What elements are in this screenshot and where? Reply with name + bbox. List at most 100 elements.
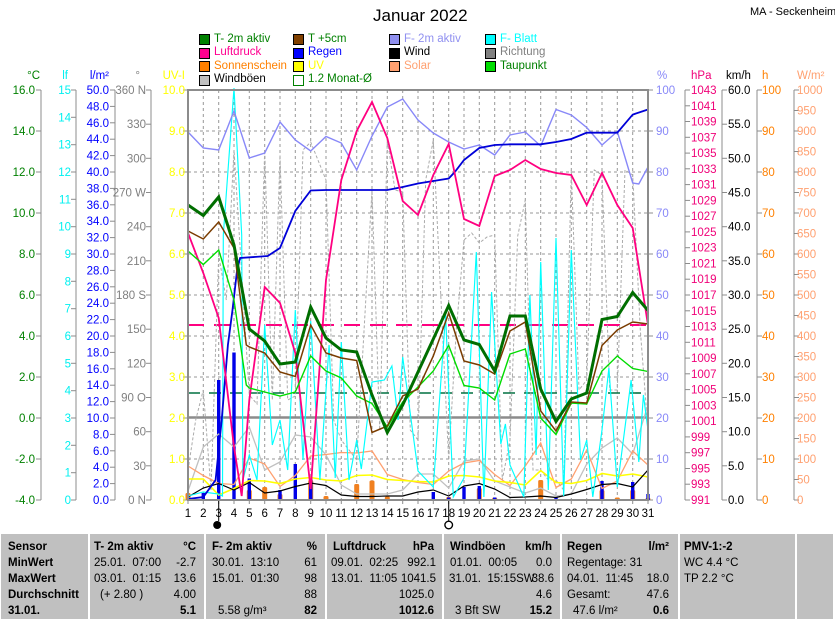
svg-text:60: 60 <box>656 249 669 261</box>
svg-text:10.0: 10.0 <box>13 208 35 220</box>
svg-text:10.0: 10.0 <box>87 413 109 425</box>
svg-text:30: 30 <box>133 461 146 473</box>
svg-text:32.0: 32.0 <box>87 233 109 245</box>
svg-text:30.0: 30.0 <box>728 290 750 302</box>
svg-text:22: 22 <box>504 508 517 520</box>
svg-text:750: 750 <box>797 188 816 200</box>
svg-text:3: 3 <box>65 413 71 425</box>
svg-text:700: 700 <box>797 208 816 220</box>
svg-text:6: 6 <box>261 508 267 520</box>
svg-text:1013: 1013 <box>691 322 717 334</box>
svg-text:1037: 1037 <box>691 132 717 144</box>
svg-text:330: 330 <box>127 119 146 131</box>
svg-text:300: 300 <box>127 153 146 165</box>
svg-text:180 S: 180 S <box>116 290 146 302</box>
svg-text:13: 13 <box>58 140 71 152</box>
svg-text:12: 12 <box>350 508 363 520</box>
svg-text:8: 8 <box>292 508 298 520</box>
svg-text:270 W: 270 W <box>113 188 146 200</box>
svg-text:13: 13 <box>366 508 379 520</box>
svg-text:12: 12 <box>58 167 71 179</box>
svg-text:34.0: 34.0 <box>87 216 109 228</box>
svg-text:8.0: 8.0 <box>19 249 35 261</box>
svg-text:°C: °C <box>27 70 40 82</box>
svg-text:450: 450 <box>797 311 816 323</box>
svg-text:999: 999 <box>691 432 710 444</box>
svg-text:29: 29 <box>611 508 624 520</box>
svg-text:lf: lf <box>62 70 69 82</box>
svg-text:l/m²: l/m² <box>90 70 109 82</box>
svg-text:22.0: 22.0 <box>87 315 109 327</box>
svg-text:1027: 1027 <box>691 211 717 223</box>
svg-text:0.0: 0.0 <box>93 495 109 507</box>
svg-text:16.0: 16.0 <box>13 85 35 97</box>
svg-text:19: 19 <box>458 508 471 520</box>
svg-text:60: 60 <box>133 427 146 439</box>
svg-text:1.0: 1.0 <box>169 454 185 466</box>
svg-text:8: 8 <box>65 276 71 288</box>
svg-text:6.0: 6.0 <box>93 446 109 458</box>
svg-text:991: 991 <box>691 495 710 507</box>
svg-text:12.0: 12.0 <box>13 167 35 179</box>
svg-text:10.0: 10.0 <box>163 85 185 97</box>
svg-text:1007: 1007 <box>691 369 717 381</box>
svg-text:1: 1 <box>185 508 191 520</box>
svg-text:30: 30 <box>762 372 775 384</box>
svg-text:60: 60 <box>762 249 775 261</box>
svg-text:1021: 1021 <box>691 259 717 271</box>
svg-text:50: 50 <box>762 290 775 302</box>
svg-text:10: 10 <box>58 222 71 234</box>
svg-text:14: 14 <box>381 508 394 520</box>
svg-text:150: 150 <box>797 434 816 446</box>
svg-text:3.0: 3.0 <box>169 372 185 384</box>
svg-text:10: 10 <box>762 454 775 466</box>
svg-text:14: 14 <box>58 112 71 124</box>
svg-text:0.0: 0.0 <box>169 495 185 507</box>
svg-text:26: 26 <box>565 508 578 520</box>
svg-text:0: 0 <box>762 495 768 507</box>
svg-text:31: 31 <box>642 508 655 520</box>
svg-text:850: 850 <box>797 147 816 159</box>
svg-text:0: 0 <box>65 495 71 507</box>
svg-text:27: 27 <box>580 508 593 520</box>
svg-text:350: 350 <box>797 352 816 364</box>
svg-text:1015: 1015 <box>691 306 717 318</box>
svg-text:28.0: 28.0 <box>87 265 109 277</box>
svg-text:70: 70 <box>762 208 775 220</box>
svg-text:30: 30 <box>656 372 669 384</box>
svg-text:40: 40 <box>762 331 775 343</box>
svg-text:993: 993 <box>691 479 710 491</box>
svg-text:80: 80 <box>656 167 669 179</box>
svg-text:12.0: 12.0 <box>87 397 109 409</box>
svg-text:1005: 1005 <box>691 385 717 397</box>
svg-text:360 N: 360 N <box>115 85 146 97</box>
svg-text:40.0: 40.0 <box>87 167 109 179</box>
svg-text:42.0: 42.0 <box>87 151 109 163</box>
svg-text:1019: 1019 <box>691 274 717 286</box>
svg-text:6.0: 6.0 <box>169 249 185 261</box>
svg-text:8.0: 8.0 <box>169 167 185 179</box>
svg-text:18.0: 18.0 <box>87 347 109 359</box>
svg-text:11: 11 <box>59 194 71 206</box>
svg-text:hPa: hPa <box>691 70 712 82</box>
svg-text:0.0: 0.0 <box>728 495 744 507</box>
svg-text:38.0: 38.0 <box>87 183 109 195</box>
svg-text:250: 250 <box>797 393 816 405</box>
svg-text:9: 9 <box>65 249 71 261</box>
svg-text:650: 650 <box>797 229 816 241</box>
svg-text:2: 2 <box>65 440 71 452</box>
svg-text:10: 10 <box>320 508 333 520</box>
svg-text:9: 9 <box>307 508 313 520</box>
svg-text:16: 16 <box>412 508 425 520</box>
svg-text:100: 100 <box>656 85 675 97</box>
svg-text:500: 500 <box>797 290 816 302</box>
svg-text:1001: 1001 <box>691 416 717 428</box>
svg-text:46.0: 46.0 <box>87 118 109 130</box>
svg-text:7: 7 <box>65 304 71 316</box>
svg-text:16.0: 16.0 <box>87 364 109 376</box>
svg-text:2.0: 2.0 <box>93 479 109 491</box>
svg-text:300: 300 <box>797 372 816 384</box>
svg-text:6.0: 6.0 <box>19 290 35 302</box>
svg-text:UV-I: UV-I <box>163 70 185 82</box>
svg-text:150: 150 <box>127 324 146 336</box>
